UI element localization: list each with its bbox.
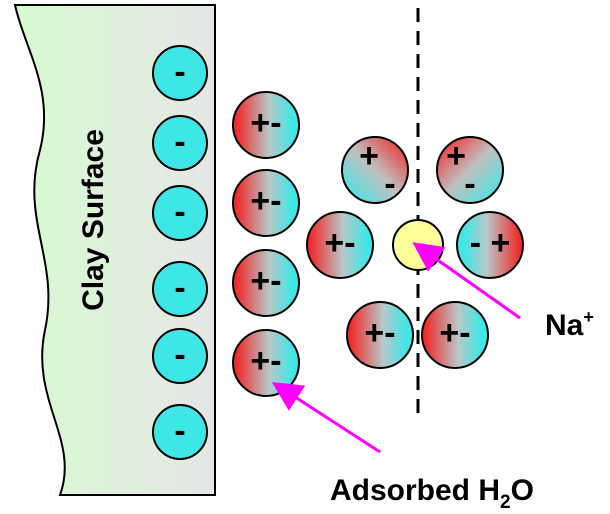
annotation: Adsorbed H2O [330,474,534,509]
molecule-sign: - [464,165,475,203]
surface-charges [152,45,208,460]
charge-site [152,328,208,384]
charge-sign: - [174,336,185,374]
water-molecule [346,301,414,369]
sodium-ion [392,219,444,271]
water-molecule [341,136,409,204]
molecule-signs: - + [470,224,511,262]
water-molecule [232,249,300,317]
water-molecule [456,211,524,279]
ion-label: Na+ [545,307,594,342]
charge-site [152,115,208,171]
charge-sign: - [174,412,185,450]
water-arrow [271,381,381,454]
molecule-signs: +- [250,262,281,300]
molecule-signs: +- [250,342,281,380]
molecule-sign: + [359,137,379,175]
charge-site [152,261,208,317]
surface-label: Clay Surface [77,129,110,311]
annotation-subscript: 2 [500,492,511,509]
ion-name: Na [545,309,584,342]
water-molecule [436,136,504,204]
charge-sign: - [174,53,185,91]
molecule-signs: +- [250,104,281,142]
water-molecule [232,91,300,159]
molecule-sign: - [384,165,395,203]
charge-site [152,404,208,460]
annotation-suffix: O [511,474,534,507]
ion-arrow [412,242,521,320]
molecule-sign: + [446,137,466,175]
charge-sign: - [174,123,185,161]
water-molecule [232,169,300,237]
water-molecule [232,329,300,397]
molecule-signs: +- [250,182,281,220]
charge-site [152,45,208,101]
charge-site [152,185,208,241]
water-molecule [421,301,489,369]
molecule-signs: +- [324,224,355,262]
charge-sign: - [174,269,185,307]
annotation-text: Adsorbed H [330,474,500,507]
molecule-signs: +- [439,314,470,352]
molecule-signs: +- [364,314,395,352]
charge-sign: - [174,193,185,231]
ion-charge: + [583,307,594,327]
water-molecule [306,211,374,279]
